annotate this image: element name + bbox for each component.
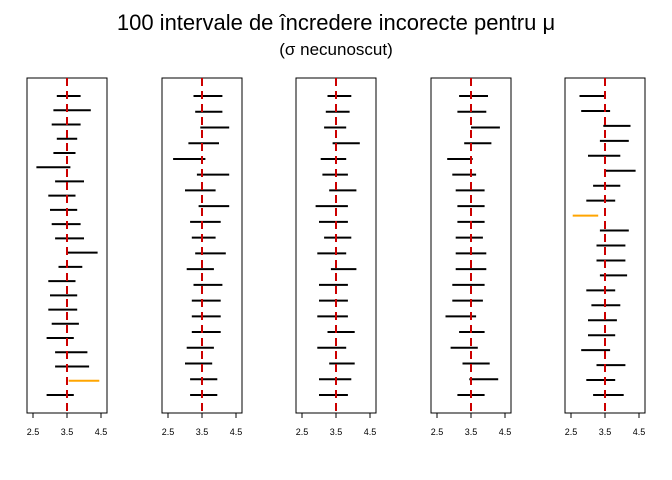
- chart-subtitle: (σ necunoscut): [279, 40, 393, 59]
- x-tick-label: 4.5: [499, 427, 512, 437]
- x-tick-label: 4.5: [95, 427, 108, 437]
- x-tick-label: 3.5: [599, 427, 612, 437]
- x-tick-label: 2.5: [296, 427, 309, 437]
- x-tick-label: 4.5: [230, 427, 243, 437]
- x-tick-label: 4.5: [364, 427, 377, 437]
- x-tick-label: 2.5: [27, 427, 40, 437]
- x-tick-label: 2.5: [565, 427, 578, 437]
- x-tick-label: 2.5: [431, 427, 444, 437]
- x-tick-label: 3.5: [196, 427, 209, 437]
- chart-title: 100 intervale de încredere incorecte pen…: [116, 10, 556, 35]
- x-tick-label: 3.5: [465, 427, 478, 437]
- panel-frame: [26, 77, 108, 414]
- x-tick-label: 2.5: [162, 427, 175, 437]
- x-tick-label: 3.5: [61, 427, 74, 437]
- x-tick-label: 3.5: [330, 427, 343, 437]
- x-tick-label: 4.5: [633, 427, 646, 437]
